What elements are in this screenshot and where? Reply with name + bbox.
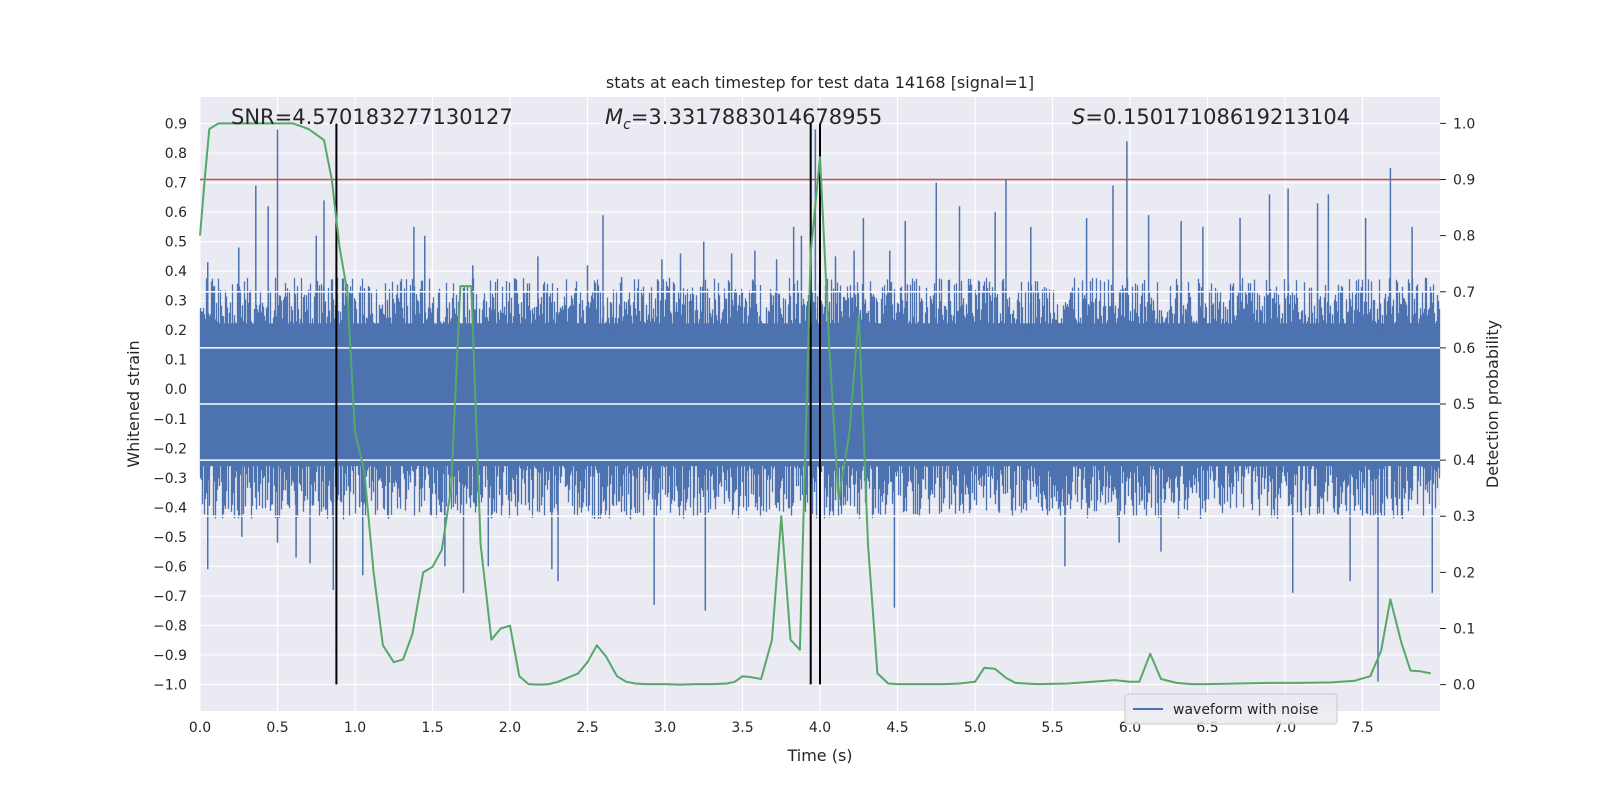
y-left-tick-label: 0.9 bbox=[165, 117, 187, 133]
y-right-tick-label: 0.4 bbox=[1453, 453, 1475, 469]
legend: waveform with noise bbox=[1124, 693, 1338, 725]
detection-probability-series bbox=[199, 122, 1431, 686]
y-left-tick-label: −0.7 bbox=[153, 589, 187, 605]
y-right-tick-label: 0.5 bbox=[1453, 397, 1475, 413]
y-left-tick-label: −0.2 bbox=[153, 441, 187, 457]
x-tick-label: 4.0 bbox=[809, 720, 831, 736]
y-left-tick-label: 0.1 bbox=[165, 353, 187, 369]
y-left-tick-label: 0.4 bbox=[165, 264, 187, 280]
x-tick-label: 1.0 bbox=[344, 720, 366, 736]
y-right-tick-label: 0.0 bbox=[1453, 678, 1475, 694]
y-right-tick-label: 0.1 bbox=[1453, 621, 1475, 637]
x-tick-label: 3.0 bbox=[654, 720, 676, 736]
x-tick-label: 7.5 bbox=[1351, 720, 1373, 736]
y-left-tick-label: −0.8 bbox=[153, 618, 187, 634]
x-tick-label: 3.5 bbox=[731, 720, 753, 736]
s-symbol: S bbox=[1072, 105, 1085, 129]
y-right-tick-label: 0.8 bbox=[1453, 229, 1475, 245]
x-tick-label: 2.5 bbox=[576, 720, 598, 736]
y-left-tick-label: 0.2 bbox=[165, 323, 187, 339]
y-right-tick-label: 1.0 bbox=[1453, 116, 1475, 132]
x-axis-label: Time (s) bbox=[786, 746, 852, 765]
y-right-axis-label: Detection probability bbox=[1483, 320, 1502, 488]
legend-box bbox=[1124, 693, 1338, 725]
y-left-tick-label: −1.0 bbox=[153, 677, 187, 693]
detection-probability-line bbox=[199, 122, 1431, 686]
x-tick-label: 2.0 bbox=[499, 720, 521, 736]
y-left-tick-label: −0.3 bbox=[153, 471, 187, 487]
y-right-tick-label: 0.6 bbox=[1453, 341, 1475, 357]
chirp-mass-symbol: M bbox=[605, 105, 623, 129]
x-tick-label: 5.0 bbox=[964, 720, 986, 736]
y-left-tick-label: −0.1 bbox=[153, 412, 187, 428]
y-left-tick-label: 0.6 bbox=[165, 205, 187, 221]
y-right-tick-label: 0.9 bbox=[1453, 173, 1475, 189]
y-left-tick-label: 0.7 bbox=[165, 176, 187, 192]
y-left-tick-label: 0.0 bbox=[165, 382, 187, 398]
x-tick-label: 5.5 bbox=[1041, 720, 1063, 736]
snr-annotation: SNR=4.570183277130127 bbox=[231, 105, 513, 129]
x-tick-label: 1.5 bbox=[421, 720, 443, 736]
chirp-mass-annotation: Mc=3.3317883014678955 bbox=[605, 105, 882, 133]
y-left-tick-labels: −1.0 −0.9 −0.8 −0.7 −0.6 −0.5 −0.4 −0.3 −0.2 −0.1… bbox=[153, 117, 187, 694]
y-right-tick-label: 0.7 bbox=[1453, 285, 1475, 301]
y-right-tick-labels: 0.0 0.1 0.2 0.3 0.4 0.5 0.6 0.7 0.8 0.9 1.0 bbox=[1440, 116, 1475, 694]
y-left-tick-label: 0.5 bbox=[165, 235, 187, 251]
y-left-tick-label: −0.5 bbox=[153, 530, 187, 546]
chirp-mass-value: =3.3317883014678955 bbox=[631, 105, 882, 129]
y-left-axis-label: Whitened strain bbox=[124, 340, 143, 467]
s-value: =0.15017108619213104 bbox=[1085, 105, 1350, 129]
y-left-tick-label: 0.3 bbox=[165, 294, 187, 310]
s-annotation: S=0.15017108619213104 bbox=[1072, 105, 1350, 129]
x-tick-label: 0.0 bbox=[189, 720, 211, 736]
y-right-tick-label: 0.2 bbox=[1453, 565, 1475, 581]
y-left-tick-label: −0.6 bbox=[153, 559, 187, 575]
y-left-tick-label: −0.9 bbox=[153, 648, 187, 664]
y-left-tick-label: −0.4 bbox=[153, 500, 187, 516]
y-left-tick-label: 0.8 bbox=[165, 146, 187, 162]
chirp-mass-subscript: c bbox=[623, 117, 631, 133]
x-tick-label: 0.5 bbox=[266, 720, 288, 736]
x-tick-label: 4.5 bbox=[886, 720, 908, 736]
chart-title: stats at each timestep for test data 141… bbox=[606, 73, 1034, 92]
y-right-tick-label: 0.3 bbox=[1453, 509, 1475, 525]
legend-label: waveform with noise bbox=[1173, 702, 1318, 718]
